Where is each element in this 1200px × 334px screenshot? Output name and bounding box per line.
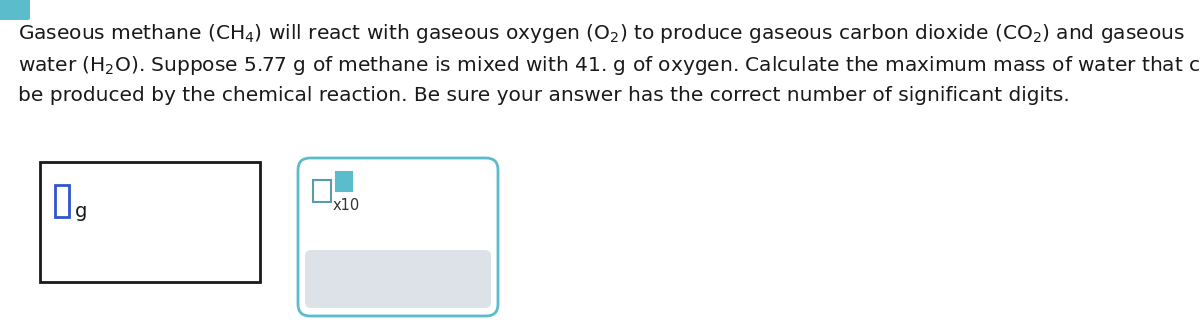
Text: Gaseous methane $(\mathrm{CH_4})$ will react with gaseous oxygen $(\mathrm{O_2}): Gaseous methane $(\mathrm{CH_4})$ will r… <box>18 22 1184 45</box>
Text: ↺: ↺ <box>420 267 440 291</box>
Bar <box>55 185 70 217</box>
Text: g: g <box>74 202 88 221</box>
FancyBboxPatch shape <box>305 250 491 308</box>
Text: water $(\mathrm{H_2O})$. Suppose 5.77 g of methane is mixed with 41. g of oxygen: water $(\mathrm{H_2O})$. Suppose 5.77 g … <box>18 54 1200 77</box>
Bar <box>313 180 331 202</box>
Bar <box>40 162 260 282</box>
Text: x10: x10 <box>334 198 360 213</box>
FancyBboxPatch shape <box>0 0 30 20</box>
Text: ×: × <box>344 267 366 291</box>
Bar <box>336 172 352 191</box>
FancyBboxPatch shape <box>298 158 498 316</box>
Text: be produced by the chemical reaction. Be sure your answer has the correct number: be produced by the chemical reaction. Be… <box>18 86 1069 105</box>
